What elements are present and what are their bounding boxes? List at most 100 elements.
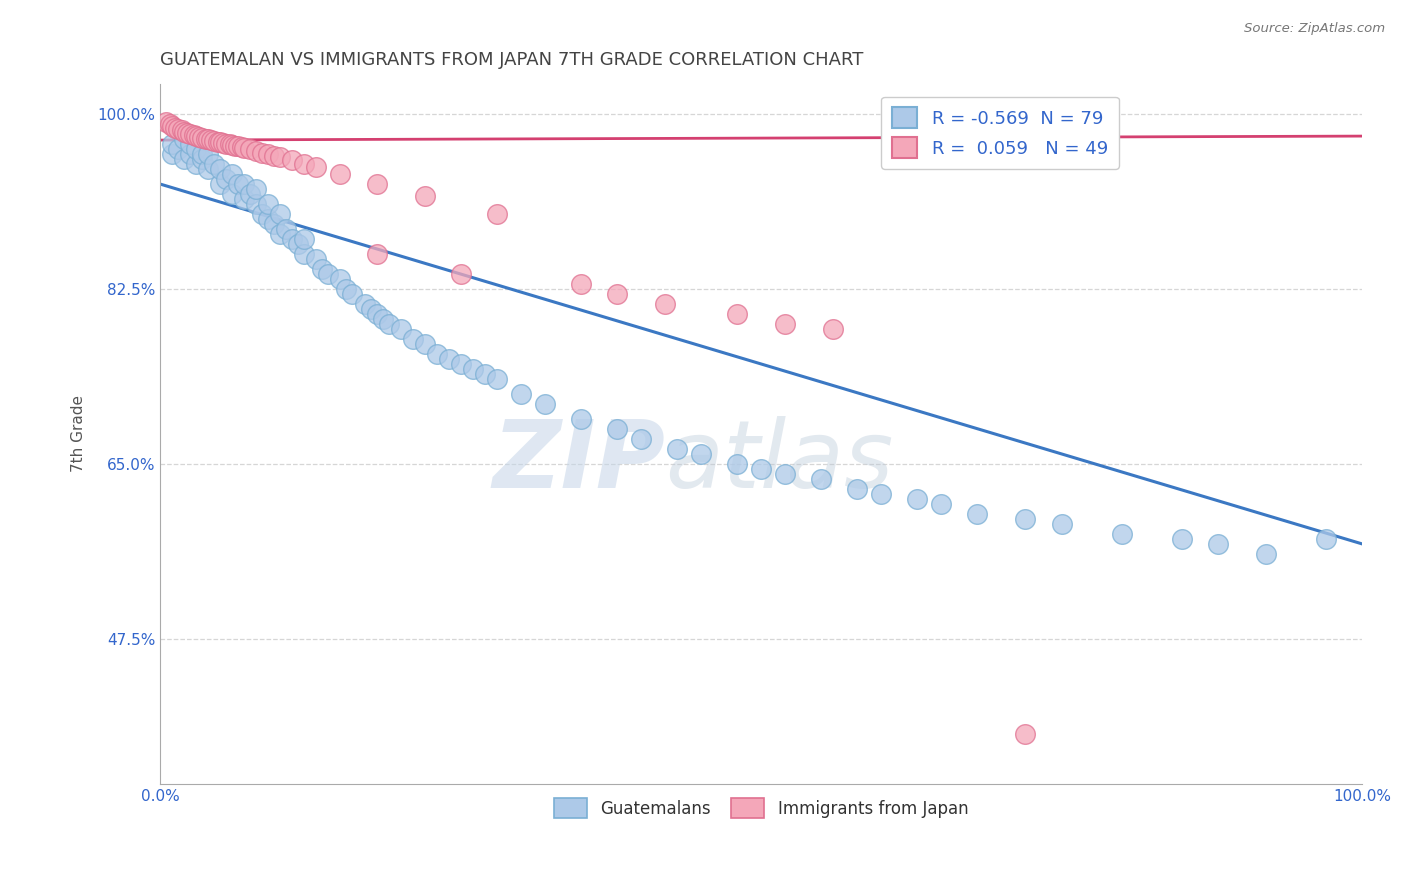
Point [239,187,262,202]
Point [170,123,193,137]
Point [187,130,209,145]
Text: Source: ZipAtlas.com: Source: ZipAtlas.com [1244,22,1385,36]
Point [215,137,238,152]
Point [209,135,232,149]
Point [197,162,219,177]
Point [245,197,267,211]
Point [211,136,233,150]
Point [353,297,375,311]
Point [245,144,267,158]
Point [183,128,205,142]
Legend: Guatemalans, Immigrants from Japan: Guatemalans, Immigrants from Japan [547,792,976,824]
Point [160,147,183,161]
Point [179,137,201,152]
Point [228,177,250,191]
Point [269,227,291,241]
Point [191,131,214,145]
Point [160,119,183,133]
Point [342,287,364,301]
Point [1254,547,1277,561]
Point [329,272,352,286]
Point [281,153,304,167]
Point [485,207,508,221]
Point [401,332,423,346]
Point [1014,727,1036,741]
Point [233,141,256,155]
Point [200,133,222,147]
Point [179,127,201,141]
Point [366,247,388,261]
Point [294,247,316,261]
Point [257,212,280,227]
Point [450,267,472,281]
Point [450,357,472,371]
Point [690,447,713,461]
Point [366,307,388,321]
Point [207,135,229,149]
Point [606,422,628,436]
Point [252,146,274,161]
Text: GUATEMALAN VS IMMIGRANTS FROM JAPAN 7TH GRADE CORRELATION CHART: GUATEMALAN VS IMMIGRANTS FROM JAPAN 7TH … [160,51,863,69]
Point [509,387,531,401]
Point [413,189,436,203]
Point [360,301,382,316]
Point [233,192,256,206]
Point [245,182,267,196]
Point [654,297,676,311]
Point [202,157,225,171]
Point [263,217,285,231]
Point [219,137,242,152]
Point [269,207,291,221]
Point [176,126,198,140]
Point [1315,532,1337,546]
Point [186,142,208,156]
Point [173,132,195,146]
Point [191,152,214,166]
Point [202,134,225,148]
Point [191,147,214,161]
Point [160,137,183,152]
Point [197,132,219,146]
Point [163,121,186,136]
Point [413,337,436,351]
Point [155,115,177,129]
Point [209,162,232,177]
Point [773,467,796,481]
Point [725,457,748,471]
Point [231,140,253,154]
Point [257,197,280,211]
Point [725,307,748,321]
Point [329,167,352,181]
Point [846,482,869,496]
Point [773,317,796,331]
Point [1050,516,1073,531]
Point [366,177,388,191]
Point [228,139,250,153]
Point [221,187,243,202]
Point [377,317,399,331]
Point [194,132,217,146]
Point [305,252,328,266]
Point [318,267,340,281]
Point [569,412,592,426]
Point [269,150,291,164]
Point [335,282,357,296]
Point [305,160,328,174]
Point [276,222,298,236]
Point [167,142,190,156]
Point [215,172,238,186]
Point [186,157,208,171]
Point [224,139,246,153]
Point [221,167,243,181]
Point [281,232,304,246]
Point [209,177,232,191]
Point [485,372,508,386]
Point [1206,537,1229,551]
Point [474,367,496,381]
Point [870,487,893,501]
Point [665,442,688,456]
Point [606,287,628,301]
Point [905,491,928,506]
Point [263,149,285,163]
Point [311,262,333,277]
